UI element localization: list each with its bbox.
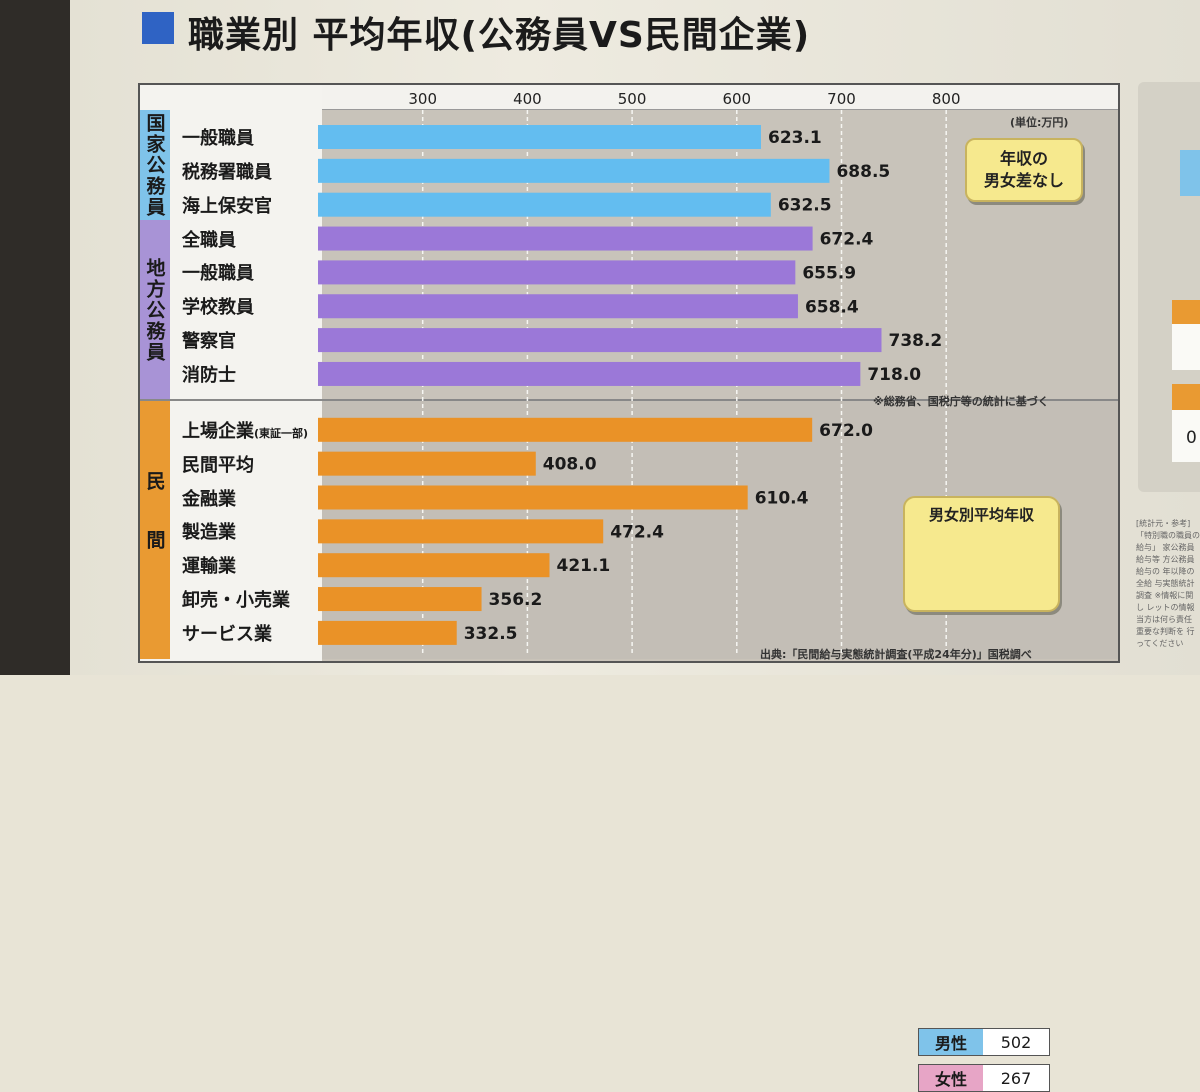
adjacent-panel-orange-block bbox=[1172, 300, 1200, 324]
bar-value-label: 672.0 bbox=[819, 421, 873, 441]
callout-line-1: 年収の bbox=[999, 149, 1048, 169]
statistics-note: ※総務省、国税庁等の統計に基づく bbox=[873, 395, 1049, 408]
category-label: 警察官 bbox=[182, 327, 236, 353]
bar-value-label: 688.5 bbox=[836, 162, 890, 182]
category-label-main: 製造業 bbox=[182, 522, 236, 544]
bar bbox=[318, 294, 798, 319]
bar bbox=[318, 361, 861, 386]
source-note: 出典:「民間給与実態統計調査(平成24年分)」国税調べ bbox=[760, 648, 1032, 661]
group-label-private: 民間 bbox=[140, 400, 170, 659]
bar bbox=[318, 158, 830, 183]
bar-value-label: 672.4 bbox=[820, 230, 874, 250]
category-label: 学校教員 bbox=[182, 293, 254, 319]
bar-value-label: 655.9 bbox=[802, 263, 856, 283]
category-label: 税務署職員 bbox=[182, 158, 272, 184]
bar-value-label: 472.4 bbox=[610, 522, 664, 542]
category-label-main: 金融業 bbox=[182, 488, 236, 510]
bar-value-label: 738.2 bbox=[888, 331, 942, 351]
category-label: 上場企業(東証一部) bbox=[182, 417, 308, 443]
category-label: 運輸業 bbox=[182, 552, 236, 578]
category-label-main: 民間平均 bbox=[182, 454, 254, 476]
male-value: 502 bbox=[983, 1029, 1049, 1055]
gender-box-title: 男女別平均年収 bbox=[928, 506, 1034, 524]
category-label: 卸売・小売業 bbox=[182, 586, 290, 612]
bar bbox=[318, 451, 536, 476]
male-label: 男性 bbox=[919, 1029, 983, 1055]
category-label: 金融業 bbox=[182, 485, 236, 511]
female-row: 女性 267 bbox=[918, 1064, 1050, 1092]
x-tick-label: 800 bbox=[932, 90, 961, 108]
group-separator bbox=[140, 399, 1118, 401]
category-label: 全職員 bbox=[182, 226, 236, 252]
bar bbox=[318, 125, 761, 149]
category-label-sub: (東証一部) bbox=[254, 426, 309, 440]
adjacent-panel-blue-block bbox=[1180, 150, 1200, 196]
bar bbox=[318, 260, 796, 285]
category-label: 一般職員 bbox=[182, 259, 254, 285]
bar-value-label: 658.4 bbox=[805, 297, 859, 317]
category-label: 製造業 bbox=[182, 518, 236, 544]
category-label: 海上保安官 bbox=[182, 192, 272, 218]
no-gender-gap-callout: 年収の 男女差なし bbox=[965, 138, 1083, 202]
category-label-main: 消防士 bbox=[182, 364, 236, 386]
adjacent-panel-value: 0 bbox=[1186, 428, 1197, 448]
group-label-local: 地方公務員 bbox=[140, 220, 170, 400]
male-row: 男性 502 bbox=[918, 1028, 1050, 1056]
category-label-main: 卸売・小売業 bbox=[182, 590, 290, 612]
bar-value-label: 356.2 bbox=[489, 590, 543, 610]
bar-value-label: 408.0 bbox=[543, 455, 597, 475]
category-label-main: サービス業 bbox=[182, 623, 272, 645]
bar bbox=[318, 192, 771, 217]
category-label-main: 海上保安官 bbox=[182, 195, 272, 217]
axis-header bbox=[322, 85, 1118, 110]
category-label: 民間平均 bbox=[182, 451, 254, 477]
bar-value-label: 623.1 bbox=[768, 128, 822, 148]
adjacent-panel-white-block-2 bbox=[1172, 410, 1200, 462]
category-label-main: 税務署職員 bbox=[182, 161, 272, 183]
category-label-main: 運輸業 bbox=[182, 556, 236, 578]
x-tick-label: 600 bbox=[722, 90, 751, 108]
female-label: 女性 bbox=[919, 1065, 983, 1091]
bar-value-label: 632.5 bbox=[778, 196, 832, 216]
unit-note: (単位:万円) bbox=[1010, 116, 1069, 129]
category-label-column bbox=[140, 85, 322, 661]
page-title: 職業別 平均年収(公務員VS民間企業) bbox=[188, 15, 811, 56]
photo-background-edge bbox=[0, 0, 70, 675]
category-label: 一般職員 bbox=[182, 124, 254, 150]
bar bbox=[318, 620, 457, 645]
callout-line-2: 男女差なし bbox=[983, 171, 1064, 190]
female-value: 267 bbox=[983, 1065, 1049, 1091]
adjacent-panel-orange-block-2 bbox=[1172, 384, 1200, 410]
bar-value-label: 610.4 bbox=[755, 489, 809, 509]
bar bbox=[318, 328, 882, 353]
bar-value-label: 421.1 bbox=[556, 556, 610, 576]
category-label-main: 上場企業 bbox=[182, 420, 254, 442]
category-label-main: 一般職員 bbox=[182, 263, 254, 285]
bar bbox=[318, 417, 813, 442]
bar-value-label: 718.0 bbox=[867, 365, 921, 385]
bar bbox=[318, 226, 813, 251]
category-label: サービス業 bbox=[182, 620, 272, 646]
category-label-main: 警察官 bbox=[182, 331, 236, 353]
category-label: 消防士 bbox=[182, 361, 236, 387]
category-label-main: 一般職員 bbox=[182, 128, 254, 149]
gender-salary-box: 男女別平均年収 男性 502 女性 267 bbox=[903, 496, 1060, 1092]
bar-value-label: 332.5 bbox=[464, 624, 518, 644]
bar bbox=[318, 519, 604, 544]
x-tick-label: 500 bbox=[618, 90, 647, 108]
x-tick-label: 300 bbox=[408, 90, 437, 108]
group-label-national: 国家公務員 bbox=[140, 110, 170, 220]
x-tick-label: 700 bbox=[827, 90, 856, 108]
bar bbox=[318, 553, 550, 578]
x-tick-label: 400 bbox=[513, 90, 542, 108]
bar bbox=[318, 587, 482, 612]
adjacent-panel-white-block bbox=[1172, 324, 1200, 370]
category-label-main: 学校教員 bbox=[182, 297, 254, 319]
category-label-main: 全職員 bbox=[182, 229, 236, 251]
bar bbox=[318, 485, 748, 510]
adjacent-panel-text: [統計元・参考] 「特別職の職員の給与」 家公務員給与等 方公務員給与の 年以降… bbox=[1136, 519, 1200, 648]
title-marker-icon bbox=[142, 12, 174, 44]
